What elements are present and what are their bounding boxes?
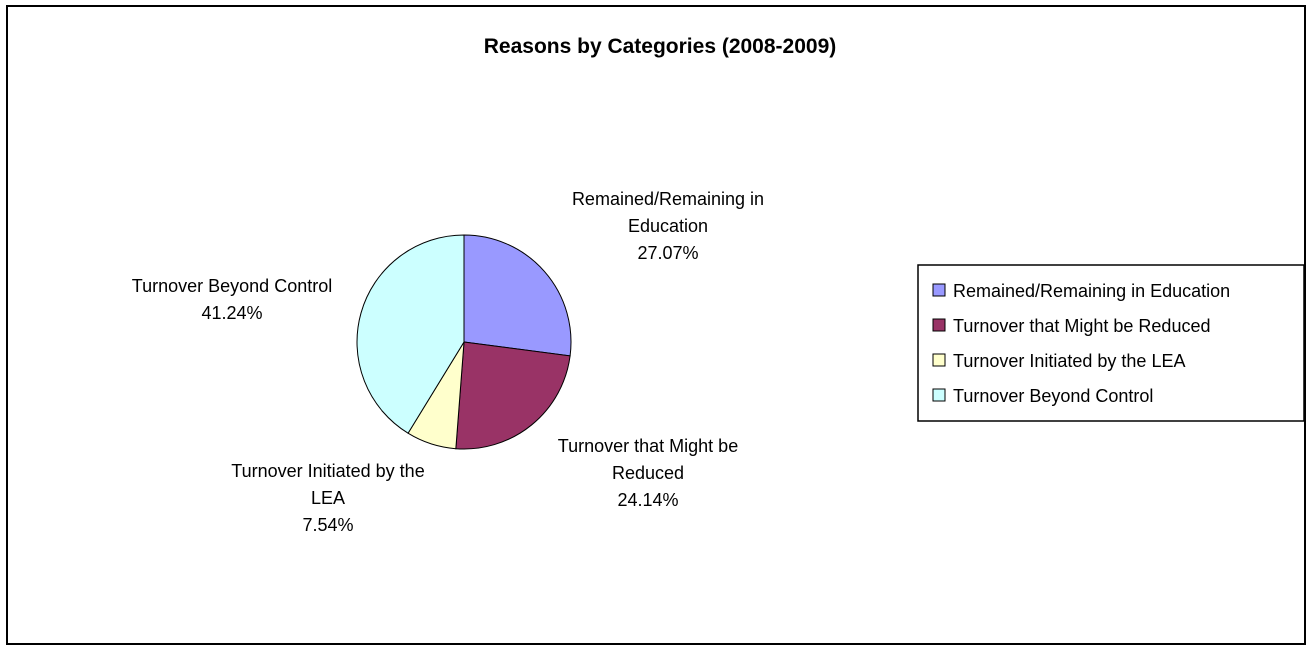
pie-slice-turnover-that-might-be-reduced: [455, 341, 571, 450]
legend-box: [917, 264, 1305, 422]
data-label-turnover-that-might-be-reduced: Turnover that Might be Reduced 24.14%: [558, 436, 738, 510]
legend-swatch-turnover-initiated-by-the-lea: [932, 353, 946, 367]
data-label-remained-remaining-in-education: Remained/Remaining in Education 27.07%: [572, 189, 764, 263]
legend-label-turnover-beyond-control: Turnover Beyond Control: [953, 386, 1153, 406]
pie-chart: Reasons by Categories (2008-2009) Remain…: [132, 35, 1305, 535]
data-label-turnover-initiated-by-the-lea: Turnover Initiated by the LEA 7.54%: [231, 461, 424, 535]
legend-swatch-remained-remaining-in-education: [932, 283, 946, 297]
pie-slice-turnover-beyond-control: [356, 234, 465, 434]
legend-label-turnover-initiated-by-the-lea: Turnover Initiated by the LEA: [953, 351, 1185, 371]
pie-slice-remained-remaining-in-education: [463, 234, 572, 357]
chart-title: Reasons by Categories (2008-2009): [484, 35, 837, 58]
legend-label-turnover-that-might-be-reduced: Turnover that Might be Reduced: [953, 316, 1210, 336]
pie-data-labels: Remained/Remaining in Education 27.07% Turn…: [132, 189, 764, 535]
pie-slices: [356, 234, 572, 450]
legend-swatch-turnover-beyond-control: [932, 388, 946, 402]
legend-label-remained-remaining-in-education: Remained/Remaining in Education: [953, 281, 1230, 301]
legend-swatch-turnover-that-might-be-reduced: [932, 318, 946, 332]
data-label-turnover-beyond-control: Turnover Beyond Control 41.24%: [132, 276, 332, 323]
legend: Remained/Remaining in Education Turnover …: [917, 264, 1305, 422]
